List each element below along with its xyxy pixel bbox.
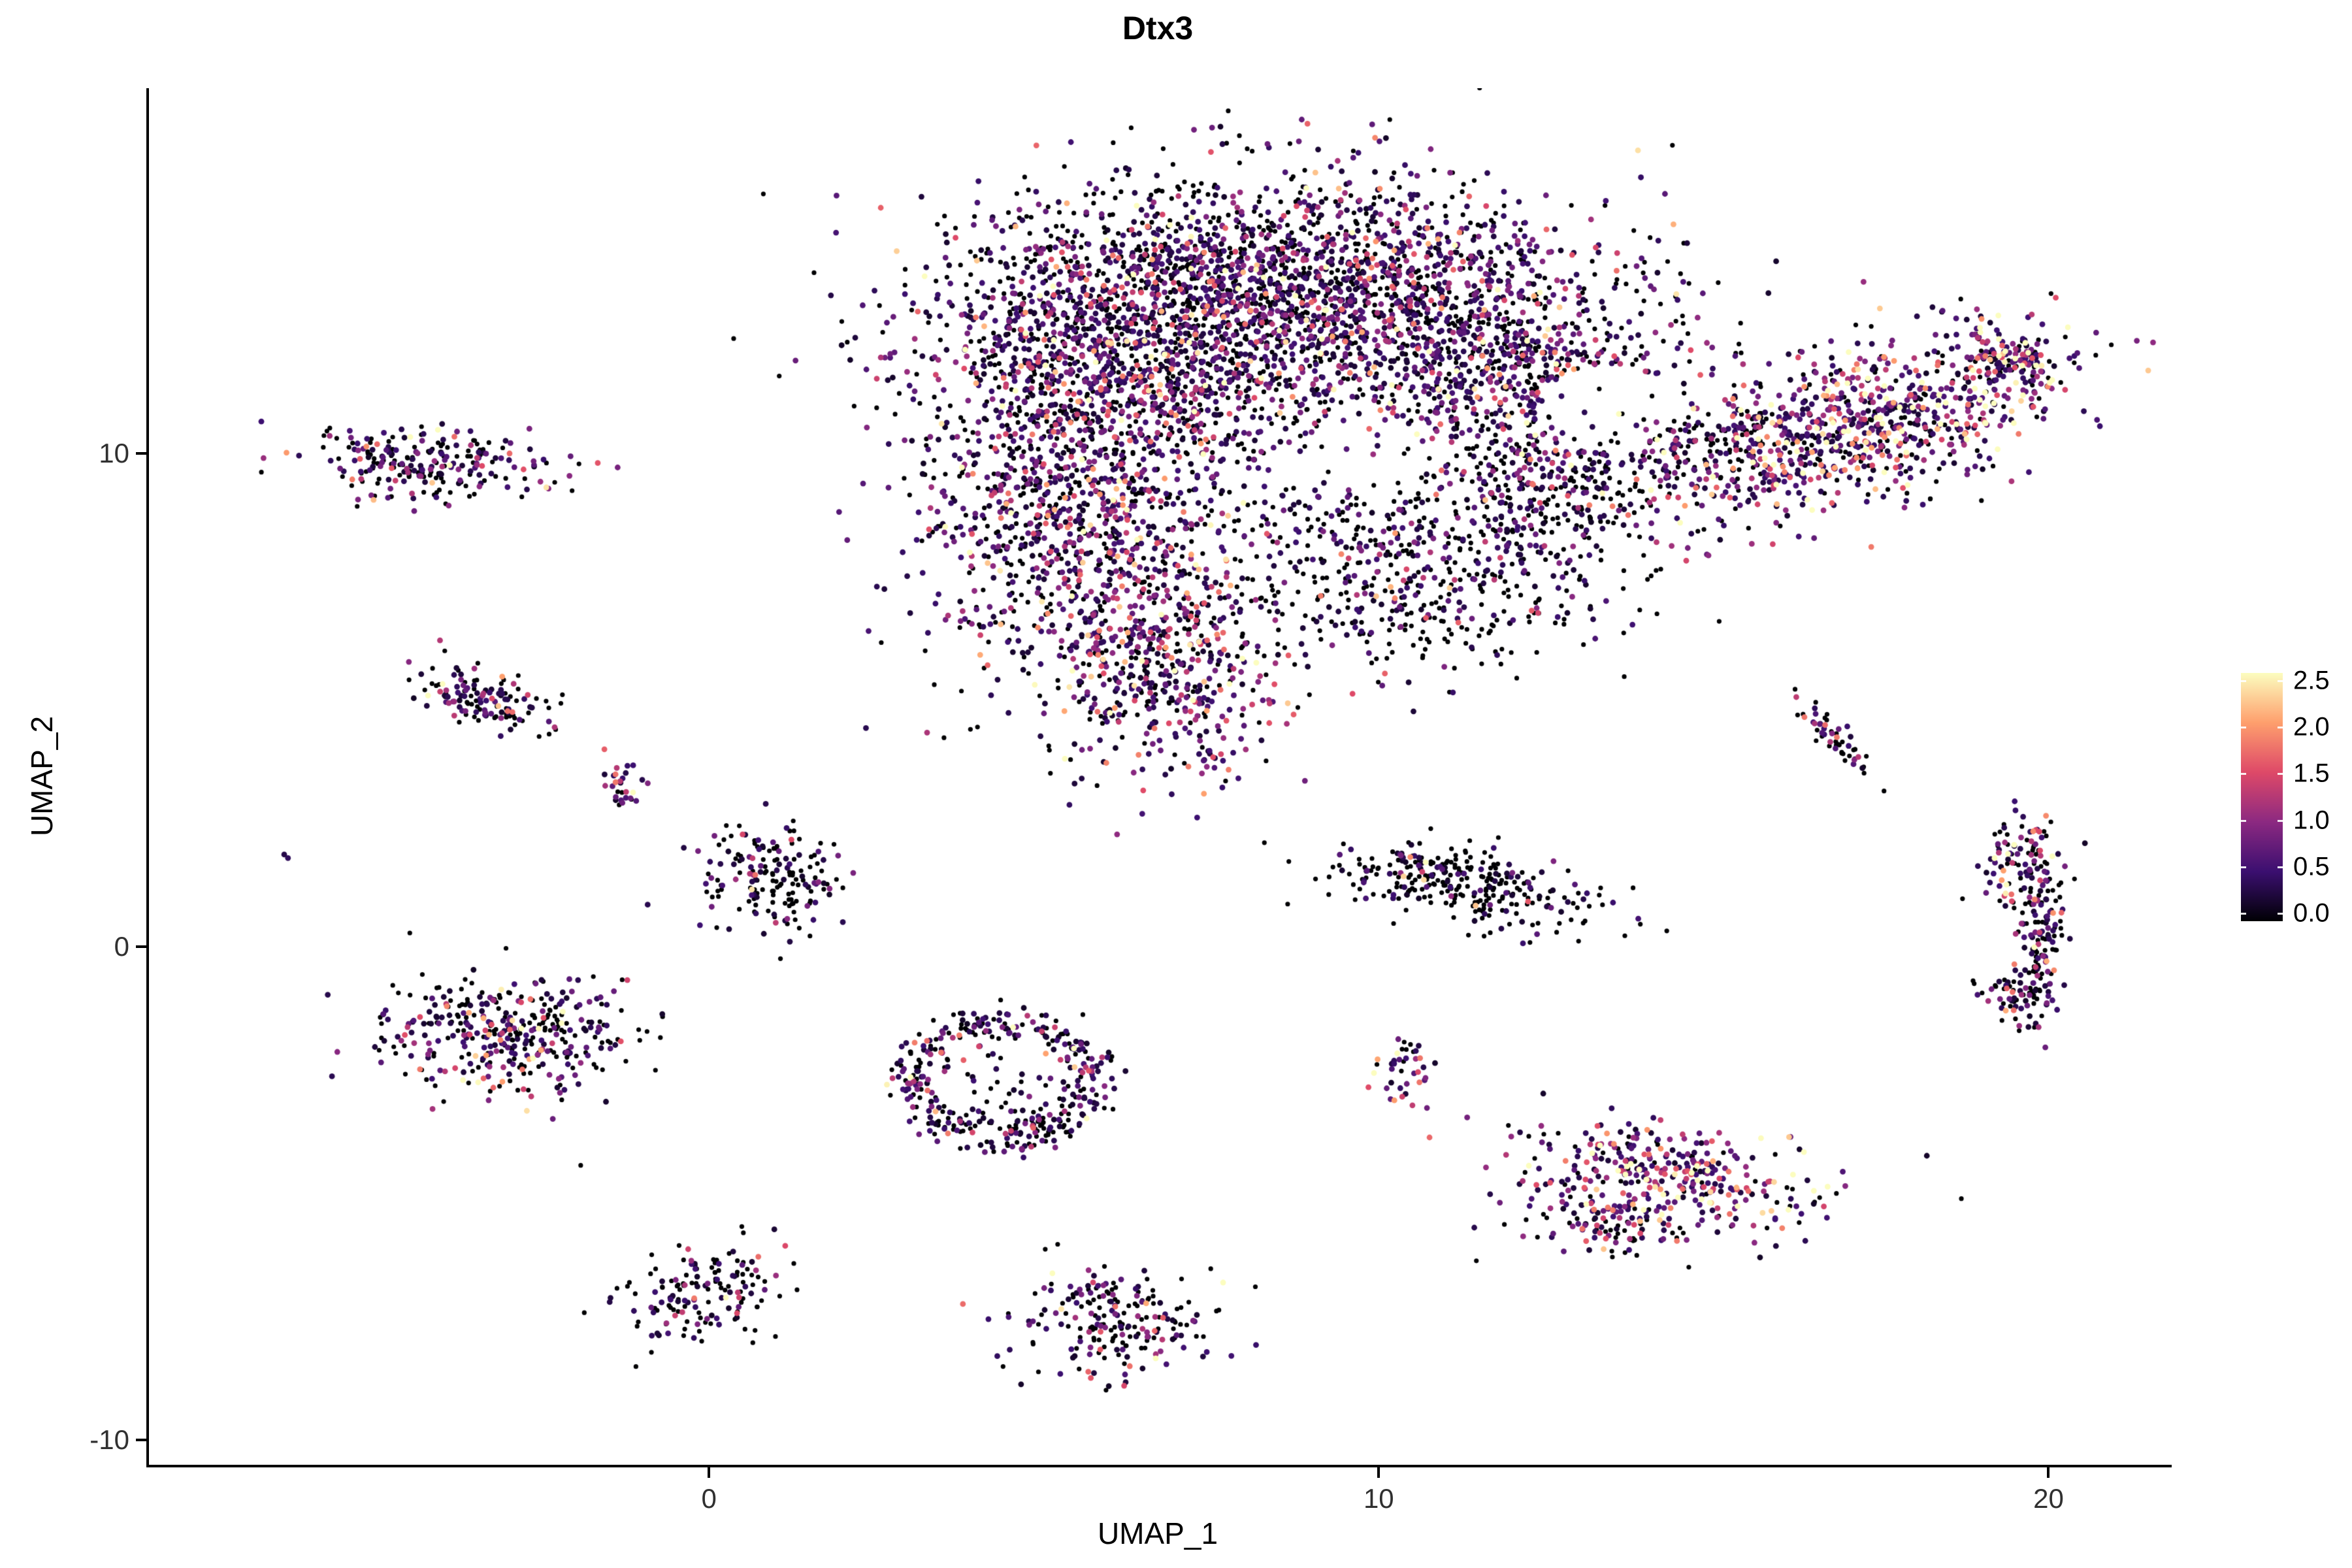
legend-tick-mark: [2278, 727, 2283, 729]
legend-tick-label: 0.0: [2293, 898, 2330, 928]
legend-tick-mark: [2241, 819, 2246, 822]
legend-tick-mark: [2241, 727, 2246, 729]
legend-tick-mark: [2278, 680, 2283, 682]
expression-colorbar-legend: 2.5 2.0 1.5 1.0 0.5 0.0: [2241, 666, 2352, 934]
legend-tick-mark: [2278, 819, 2283, 822]
legend-tick-label: 2.0: [2293, 712, 2330, 742]
y-tick-label: 0: [114, 931, 129, 962]
x-tick-label: 10: [1363, 1483, 1394, 1514]
x-tick-mark: [708, 1467, 711, 1478]
x-tick-label: 20: [2033, 1483, 2064, 1514]
y-tick-mark: [136, 1439, 146, 1442]
x-tick-mark: [2047, 1467, 2050, 1478]
plot-panel: [146, 88, 2172, 1467]
legend-tick-mark: [2241, 680, 2246, 682]
umap-scatter-canvas: [149, 88, 2172, 1465]
legend-tick-mark: [2278, 866, 2283, 868]
x-tick-label: 0: [701, 1483, 717, 1514]
colorbar-gradient: [2241, 673, 2283, 921]
y-tick-mark: [136, 451, 146, 455]
legend-tick-mark: [2278, 773, 2283, 776]
y-tick-label: -10: [90, 1424, 129, 1456]
legend-tick-mark: [2241, 773, 2246, 776]
plot-title: Dtx3: [1122, 10, 1194, 46]
y-tick-label: 10: [99, 437, 129, 468]
y-tick-mark: [136, 945, 146, 949]
x-axis-label: UMAP_1: [1097, 1516, 1218, 1550]
x-tick-mark: [1377, 1467, 1380, 1478]
legend-tick-label: 1.0: [2293, 806, 2330, 835]
legend-tick-label: 2.5: [2293, 666, 2330, 695]
legend-tick-mark: [2241, 866, 2246, 868]
y-axis-label: UMAP_2: [25, 715, 59, 837]
legend-tick-mark: [2278, 913, 2283, 915]
legend-tick-mark: [2241, 913, 2246, 915]
legend-tick-label: 0.5: [2293, 852, 2330, 881]
legend-tick-label: 1.5: [2293, 759, 2330, 788]
